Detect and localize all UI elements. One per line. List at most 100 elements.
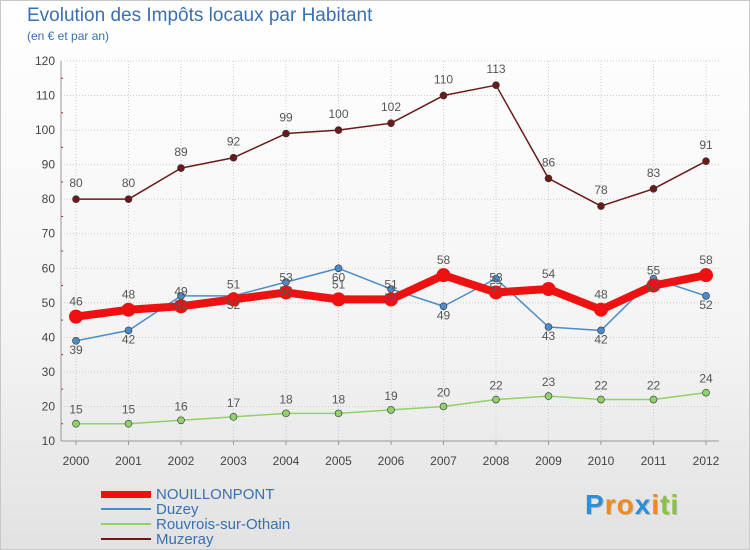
data-label-nouillonpont: 58: [437, 253, 451, 267]
legend-swatch-nouillonpont: [101, 491, 151, 498]
data-point-rouvrois: [439, 402, 448, 411]
data-point-duzey: [334, 264, 343, 273]
data-label-muzeray: 110: [434, 73, 453, 87]
data-label-duzey: 42: [122, 332, 136, 346]
data-point-muzeray: [544, 174, 553, 183]
data-label-duzey: 52: [174, 298, 188, 312]
data-label-duzey: 52: [227, 298, 241, 312]
data-label-muzeray: 80: [122, 176, 136, 190]
data-point-rouvrois: [177, 416, 185, 425]
data-point-muzeray: [124, 195, 133, 203]
data-point-nouillonpont: [226, 292, 241, 307]
legend-swatch-muzeray: [101, 538, 151, 540]
data-label-rouvrois: 24: [699, 372, 713, 386]
x-tick-label: 2008: [483, 454, 510, 468]
data-point-muzeray: [334, 126, 343, 134]
x-tick-label: 2005: [325, 454, 352, 468]
data-point-nouillonpont: [69, 309, 83, 324]
logo-letter: r: [604, 489, 617, 520]
data-point-rouvrois: [229, 413, 238, 421]
x-tick-label: 2006: [378, 454, 405, 468]
data-label-nouillonpont: 48: [594, 288, 608, 302]
data-label-muzeray: 102: [381, 100, 401, 114]
y-tick-label: 120: [35, 54, 55, 68]
legend-swatch-duzey: [101, 508, 151, 510]
x-tick-label: 2011: [641, 454, 667, 468]
data-label-rouvrois: 22: [489, 379, 503, 393]
x-tick-label: 2001: [115, 454, 142, 468]
x-tick-label: 2010: [588, 454, 615, 468]
data-point-muzeray: [649, 185, 658, 193]
data-label-nouillonpont: 54: [542, 267, 556, 281]
y-tick-label: 70: [42, 227, 56, 241]
data-label-rouvrois: 17: [227, 396, 241, 410]
data-label-muzeray: 78: [594, 183, 608, 197]
data-point-rouvrois: [124, 419, 133, 428]
logo-letter: P: [585, 489, 605, 520]
data-point-rouvrois: [544, 392, 553, 400]
data-point-muzeray: [177, 164, 185, 172]
y-tick-label: 60: [42, 261, 56, 275]
data-point-rouvrois: [492, 395, 500, 404]
data-label-rouvrois: 15: [69, 403, 83, 417]
data-point-nouillonpont: [331, 292, 346, 307]
data-label-rouvrois: 22: [594, 379, 608, 393]
legend-swatch-rouvrois: [101, 523, 151, 525]
data-point-nouillonpont: [436, 268, 451, 283]
data-label-duzey: 43: [542, 329, 556, 343]
data-point-muzeray: [72, 195, 80, 203]
data-point-nouillonpont: [489, 285, 503, 300]
data-label-rouvrois: 23: [542, 375, 556, 389]
data-label-muzeray: 86: [542, 155, 556, 169]
logo-letter: x: [634, 489, 652, 520]
data-point-muzeray: [229, 153, 238, 162]
data-label-muzeray: 113: [486, 62, 505, 76]
legend-label-muzeray: Muzeray: [156, 531, 214, 548]
data-point-muzeray: [387, 119, 395, 127]
x-tick-label: 2009: [535, 454, 562, 468]
data-point-rouvrois: [597, 395, 605, 404]
data-point-nouillonpont: [699, 268, 713, 283]
data-label-duzey: 54: [384, 291, 398, 305]
data-point-duzey: [702, 292, 710, 300]
data-label-muzeray: 83: [647, 166, 661, 180]
data-label-muzeray: 99: [279, 111, 293, 125]
data-label-duzey: 60: [332, 270, 346, 284]
data-label-nouillonpont: 48: [122, 288, 136, 302]
data-point-duzey: [544, 323, 553, 331]
data-label-muzeray: 91: [699, 138, 713, 152]
data-label-duzey: 52: [699, 298, 713, 312]
data-label-duzey: 56: [279, 284, 293, 298]
y-tick-label: 110: [36, 89, 55, 103]
x-tick-label: 2012: [693, 454, 720, 468]
logo-letter: i: [670, 489, 680, 520]
data-point-muzeray: [492, 81, 500, 89]
data-label-rouvrois: 20: [437, 385, 451, 399]
data-label-nouillonpont: 58: [699, 253, 713, 267]
y-tick-label: 20: [42, 399, 56, 413]
data-label-nouillonpont: 46: [69, 295, 83, 309]
data-label-rouvrois: 15: [122, 403, 136, 417]
legend-label-rouvrois: Rouvrois-sur-Othain: [156, 516, 291, 533]
data-label-rouvrois: 19: [384, 389, 398, 403]
data-point-nouillonpont: [594, 302, 608, 317]
data-label-muzeray: 80: [69, 176, 83, 190]
data-point-nouillonpont: [541, 282, 556, 296]
data-point-rouvrois: [387, 406, 395, 414]
data-label-muzeray: 89: [174, 145, 188, 159]
data-point-duzey: [124, 326, 133, 335]
data-label-muzeray: 100: [328, 107, 348, 121]
data-point-duzey: [72, 337, 80, 345]
data-label-nouillonpont: 55: [647, 264, 661, 278]
logo-letter: t: [660, 489, 671, 520]
data-label-duzey: 57: [489, 281, 503, 295]
data-label-rouvrois: 18: [332, 392, 346, 406]
data-label-nouillonpont: 53: [279, 270, 293, 284]
data-label-nouillonpont: 51: [227, 277, 241, 291]
data-label-nouillonpont: 53: [489, 270, 503, 284]
data-point-rouvrois: [72, 419, 80, 428]
y-tick-label: 10: [42, 434, 56, 448]
y-tick-label: 80: [42, 192, 56, 206]
data-label-nouillonpont: 49: [174, 284, 188, 298]
